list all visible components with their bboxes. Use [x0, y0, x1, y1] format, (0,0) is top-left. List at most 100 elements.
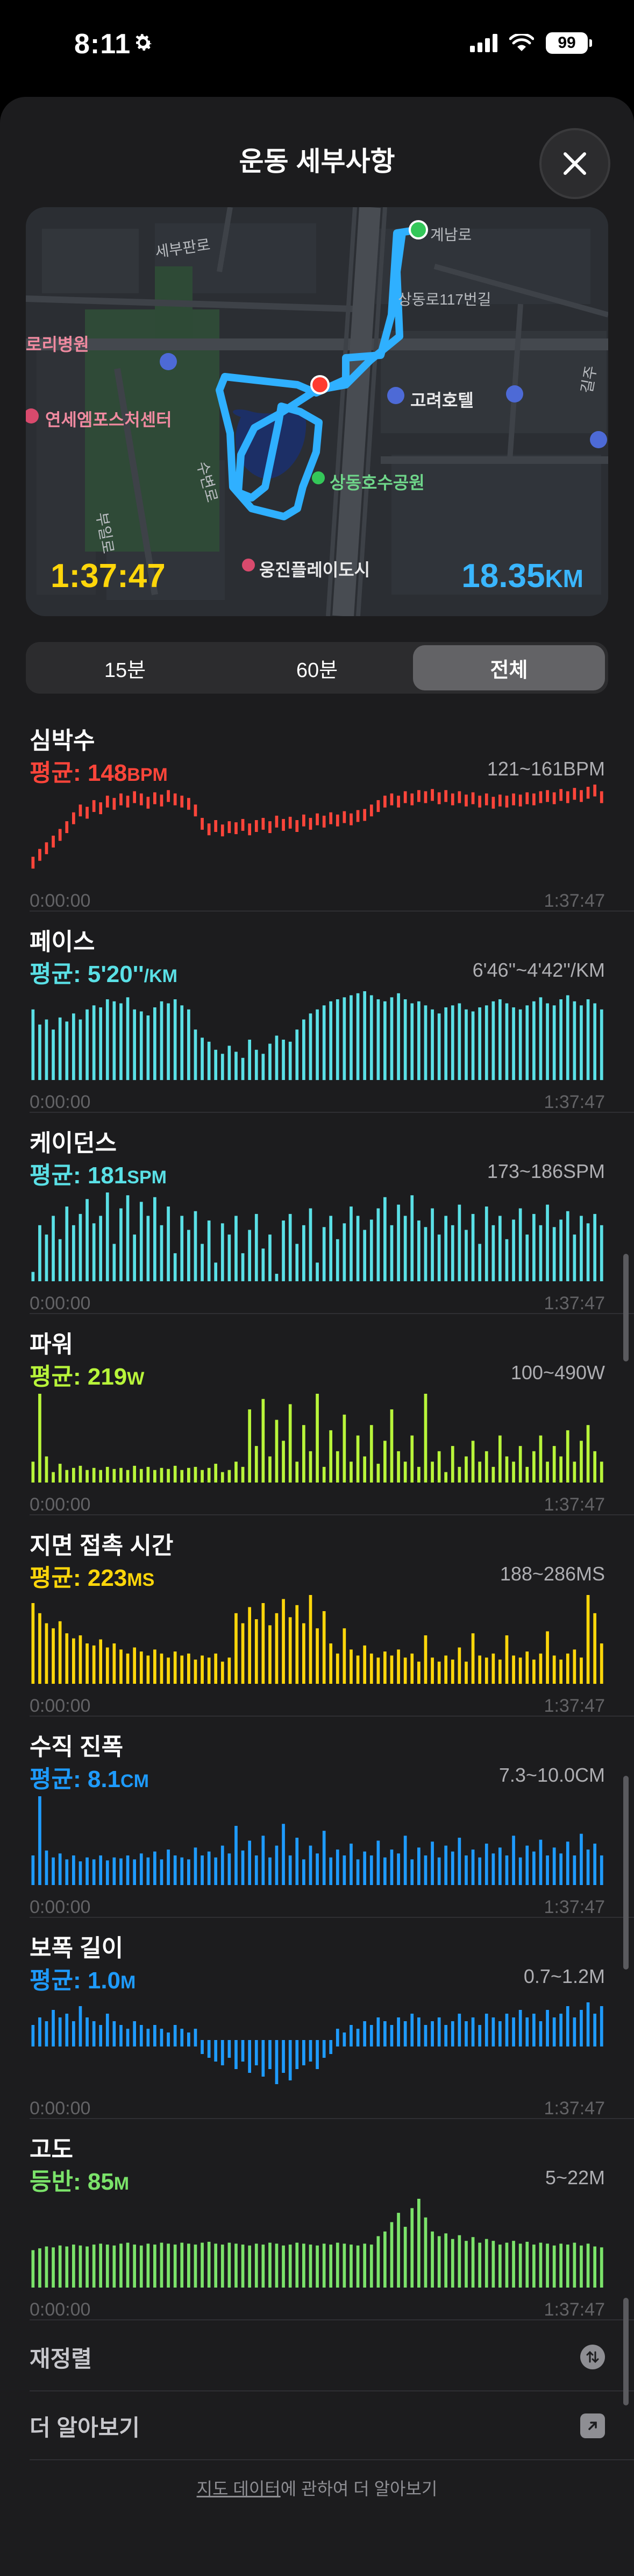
chart-bar	[397, 1204, 400, 1281]
segment-15min[interactable]: 15분	[104, 659, 146, 682]
metric-stride-length[interactable]: 보폭 길이 평균: 1.0M 0.7~1.2M 0:00:00 1:37:47	[30, 1929, 605, 2130]
chart-bar	[390, 1225, 394, 1281]
segment-all[interactable]: 전체	[413, 645, 605, 690]
chart-bar	[444, 1007, 447, 1080]
chart-bar	[518, 1446, 522, 1483]
chart-point	[546, 790, 549, 802]
chart-bar	[309, 2245, 312, 2288]
chart-bar	[465, 1009, 468, 1081]
chart-bar	[437, 1234, 441, 1281]
chart-bar	[52, 1857, 55, 1885]
chart-bar	[566, 995, 569, 1080]
route-map[interactable]: 계남로 상동로117번길 세부판로 수변로 부일로 길주 로리병원 연세엠포스처…	[26, 207, 608, 616]
chart-bar	[600, 1855, 603, 1885]
chart-point	[451, 793, 454, 806]
scrollbar-track-segment-lower	[623, 2298, 629, 2405]
chart-point	[99, 802, 102, 814]
divider	[30, 1112, 634, 1113]
chart-bar	[458, 1838, 461, 1885]
chart-bar	[600, 1462, 603, 1483]
chart-bar	[546, 1204, 549, 1281]
chart-bar	[38, 1394, 41, 1483]
chart-bar	[79, 1861, 82, 1885]
close-button[interactable]	[539, 128, 610, 199]
metric-vertical-oscillation[interactable]: 수직 진폭 평균: 8.1CM 7.3~10.0CM 0:00:00 1:37:…	[30, 1727, 605, 1929]
chart-bar	[119, 1467, 123, 1483]
chart-bar	[593, 1003, 596, 1080]
chart-bar	[52, 1472, 55, 1483]
metric-range: 6'46''~4'42''/KM	[472, 959, 605, 981]
chart-bar	[397, 993, 400, 1081]
learn-more-row[interactable]: 더 알아보기	[30, 2394, 605, 2458]
chart-bar	[288, 1041, 292, 1081]
chart-point	[153, 792, 156, 804]
chart-bar	[99, 2025, 102, 2046]
chart-bar	[167, 1469, 170, 1483]
metric-start-time: 0:00:00	[30, 891, 91, 911]
chart-bar	[343, 1855, 346, 1885]
chart-bar	[194, 1211, 197, 1281]
reorder-row[interactable]: 재정렬	[30, 2325, 605, 2389]
chart-bar	[31, 1603, 35, 1684]
chart-bar	[234, 2243, 238, 2288]
chart-bar	[316, 1009, 319, 1081]
chart-bar	[478, 2025, 481, 2046]
chart-bar	[322, 1005, 326, 1081]
metric-power[interactable]: 파워 평균: 219W 100~490W 0:00:00 1:37:47	[30, 1325, 605, 1526]
chart-bar	[207, 1657, 211, 1684]
chart-point	[580, 790, 583, 802]
chart-bar	[65, 1633, 69, 1684]
metric-heart-rate[interactable]: 심박수 평균: 148BPM 121~161BPM 0:00:00 1:37:4…	[30, 721, 605, 922]
metric-cadence[interactable]: 케이던스 평균: 181SPM 173~186SPM 0:00:00 1:37:…	[30, 1124, 605, 1325]
chart-bar	[552, 1446, 556, 1483]
chart-bar	[329, 2245, 332, 2288]
chart-bar	[518, 1009, 522, 1081]
divider	[30, 2118, 634, 2119]
chart-point	[79, 804, 82, 817]
chart-bar	[465, 1661, 468, 1684]
divider	[30, 911, 634, 912]
chart-point	[410, 793, 414, 806]
chart-point	[431, 789, 434, 801]
chart-bar	[539, 1839, 543, 1885]
chart-bar	[31, 1272, 35, 1281]
chart-point	[498, 794, 502, 807]
chart-bar	[92, 1223, 96, 1281]
segment-60min[interactable]: 60분	[296, 659, 338, 682]
chart-bar	[512, 2017, 515, 2046]
chart-bar	[383, 1197, 387, 1281]
chart-point	[254, 820, 258, 832]
chart-bar	[207, 2040, 211, 2058]
metric-ground-contact-time[interactable]: 지면 접촉 시간 평균: 223MS 188~286MS 0:00:00 1:3…	[30, 1526, 605, 1727]
chart-bar	[546, 1003, 549, 1080]
chart-bar	[58, 1017, 62, 1081]
chart-point	[275, 815, 279, 828]
chart-bar	[241, 1466, 245, 1483]
metric-pace[interactable]: 페이스 평균: 5'20''/KM 6'46''~4'42''/KM 0:00:…	[30, 922, 605, 1124]
chart-point	[329, 812, 332, 824]
chart-bar	[458, 2014, 461, 2046]
chart-bar	[580, 1005, 583, 1081]
chart-bar	[397, 1649, 400, 1684]
map-data-link[interactable]: 지도 데이터	[196, 2479, 281, 2499]
metric-range: 7.3~10.0CM	[498, 1764, 605, 1786]
chart-bar	[99, 1470, 102, 1483]
chart-bar	[153, 1649, 156, 1684]
chart-bar	[79, 2245, 82, 2288]
chart-bar	[363, 991, 366, 1080]
chart-bar	[329, 1430, 332, 1483]
chart-bar	[329, 2040, 332, 2054]
battery-icon: 99	[546, 32, 592, 54]
chart-bar	[220, 2040, 224, 2065]
chart-bar	[65, 1470, 69, 1483]
chart-bar	[126, 997, 130, 1081]
chart-bar	[194, 2245, 197, 2288]
scrollbar[interactable]	[623, 1254, 629, 1361]
chart-bar	[593, 2246, 596, 2288]
chart-bar	[573, 2242, 576, 2288]
metric-elevation[interactable]: 고도 등반: 85M 5~22M 0:00:00 1:37:47	[30, 2130, 605, 2331]
chart-bar	[566, 2245, 569, 2288]
chart-bar	[329, 1857, 332, 1885]
chart-point	[309, 817, 312, 830]
chart-bar	[580, 2010, 583, 2046]
